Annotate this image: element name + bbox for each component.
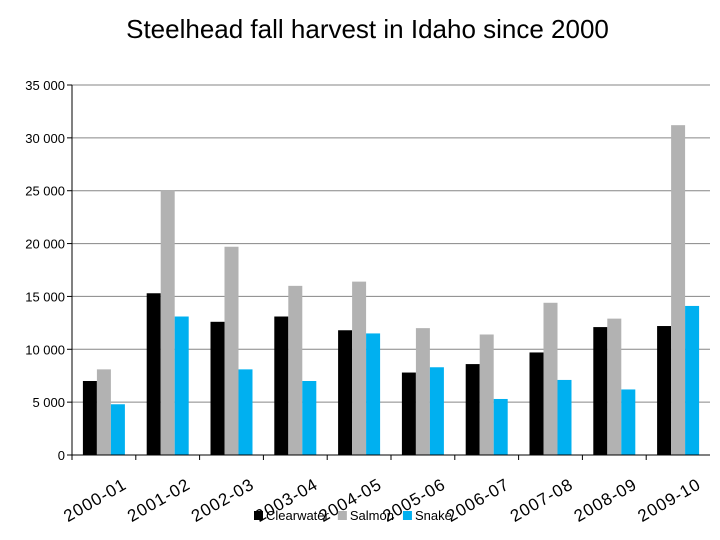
bar-snake [238,369,253,455]
x-tick-label: 2000-01 [60,475,130,526]
x-tick-label: 2002-03 [188,475,258,526]
bar-snake [110,404,125,455]
bar-salmon [224,246,239,455]
bar-salmon [543,302,558,455]
bar-salmon [607,318,622,455]
legend: Clearwater Salmon Snake [254,508,452,523]
y-axis-ticks: 0 5 000 10 000 15 000 20 000 25 000 30 000 35 0… [25,78,72,463]
y-tick-label: 15 000 [25,289,65,304]
bar-salmon [352,281,367,455]
bar-snake [685,305,700,455]
bar-salmon [415,328,430,455]
bar-salmon [671,125,686,456]
bar-snake [621,389,636,455]
legend-swatch-snake [402,511,412,520]
chart-title: Steelhead fall harvest in Idaho since 20… [126,14,609,44]
legend-label-snake: Snake [415,508,452,523]
bar-clearwater [82,381,97,455]
bar-snake [366,333,381,455]
bars [82,125,700,456]
bar-clearwater [210,321,225,455]
bar-salmon [288,285,303,455]
y-tick-label: 25 000 [25,184,65,199]
x-tick-label: 2009-10 [635,475,705,526]
bar-snake [429,367,444,455]
x-tick-label: 2006-07 [443,475,513,526]
bar-clearwater [465,364,480,455]
bar-salmon [479,334,494,455]
x-tick-label: 2001-02 [124,475,194,526]
legend-swatch-salmon [337,511,347,520]
x-tick-label: 2008-09 [571,475,641,526]
y-tick-label: 20 000 [25,237,65,252]
bar-salmon [160,190,175,455]
legend-label-clearwater: Clearwater [266,508,330,523]
bar-clearwater [657,326,672,455]
bar-snake [302,381,317,455]
x-tick-label: 2007-08 [507,475,577,526]
y-tick-label: 0 [58,448,65,463]
bar-clearwater [593,327,608,455]
bar-snake [174,316,189,455]
bar-clearwater [338,330,353,455]
y-tick-label: 30 000 [25,131,65,146]
y-tick-label: 5 000 [32,395,65,410]
bar-clearwater [274,316,289,455]
bar-clearwater [529,352,544,455]
bar-salmon [96,369,111,455]
legend-swatch-clearwater [254,511,263,520]
bar-snake [493,398,508,455]
y-tick-label: 10 000 [25,342,65,357]
legend-label-salmon: Salmon [350,508,394,523]
bar-clearwater [401,372,416,455]
bar-snake [557,379,572,455]
y-tick-label: 35 000 [25,78,65,93]
bar-clearwater [146,293,161,455]
